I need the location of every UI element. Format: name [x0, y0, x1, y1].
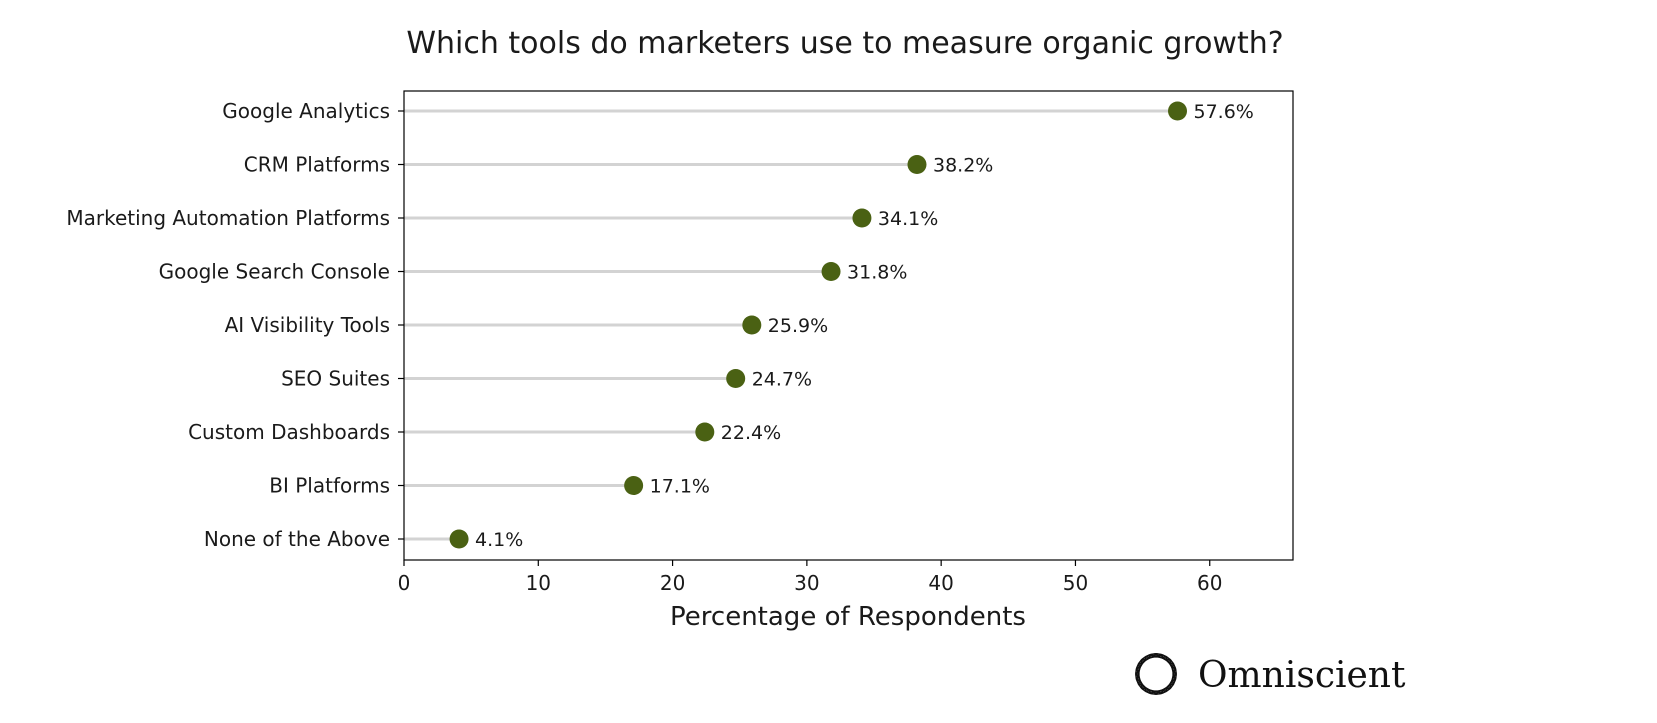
lollipop-marker — [742, 315, 762, 335]
value-label: 31.8% — [847, 262, 907, 284]
brand-logo: Omniscient — [1135, 653, 1406, 696]
value-label: 4.1% — [475, 529, 523, 551]
x-axis-title: Percentage of Respondents — [670, 602, 1026, 632]
category-label: BI Platforms — [269, 474, 390, 498]
category-label: Marketing Automation Platforms — [66, 206, 390, 230]
x-tick-label: 10 — [526, 571, 551, 595]
lollipop-marker — [624, 476, 644, 495]
lollipop-marker — [695, 422, 715, 442]
plot-frame — [403, 90, 1294, 561]
lollipop-markers — [449, 101, 1188, 549]
value-label: 17.1% — [650, 476, 710, 498]
value-label: 34.1% — [878, 208, 938, 230]
value-labels: 57.6% 38.2% 34.1% 31.8% 25.9% 24.7% 22.4% 17.1%… — [475, 101, 1254, 551]
category-label: Google Analytics — [222, 99, 390, 123]
value-label: 24.7% — [752, 369, 812, 391]
category-label: None of the Above — [204, 527, 390, 551]
x-tick-label: 40 — [928, 571, 953, 595]
lollipop-stems — [404, 109, 1178, 541]
x-tick-label: 0 — [398, 571, 411, 595]
category-label: CRM Platforms — [244, 153, 390, 177]
x-tick-label: 30 — [794, 571, 819, 595]
category-labels: Google Analytics CRM Platforms Marketing A… — [66, 99, 404, 551]
category-label: Custom Dashboards — [188, 420, 390, 444]
omniscient-logo-icon — [1135, 653, 1177, 695]
chart-title: Which tools do marketers use to measure … — [406, 26, 1283, 61]
value-label: 25.9% — [768, 315, 828, 337]
lollipop-marker — [449, 529, 469, 549]
lollipop-marker — [726, 369, 746, 388]
category-label: AI Visibility Tools — [225, 313, 390, 337]
value-label: 57.6% — [1194, 101, 1254, 123]
lollipop-marker — [907, 155, 927, 174]
lollipop-marker — [821, 262, 841, 281]
x-tick-label: 60 — [1197, 571, 1222, 595]
brand-name: Omniscient — [1198, 655, 1406, 696]
lollipop-marker — [1168, 101, 1188, 121]
lollipop-marker — [852, 208, 872, 228]
value-label: 38.2% — [933, 155, 993, 177]
value-label: 22.4% — [721, 422, 781, 444]
x-axis-ticks: 0 10 20 30 40 50 60 — [398, 560, 1222, 595]
x-tick-label: 20 — [660, 571, 685, 595]
x-tick-label: 50 — [1063, 571, 1088, 595]
category-label: Google Search Console — [159, 260, 390, 284]
category-label: SEO Suites — [281, 367, 390, 391]
